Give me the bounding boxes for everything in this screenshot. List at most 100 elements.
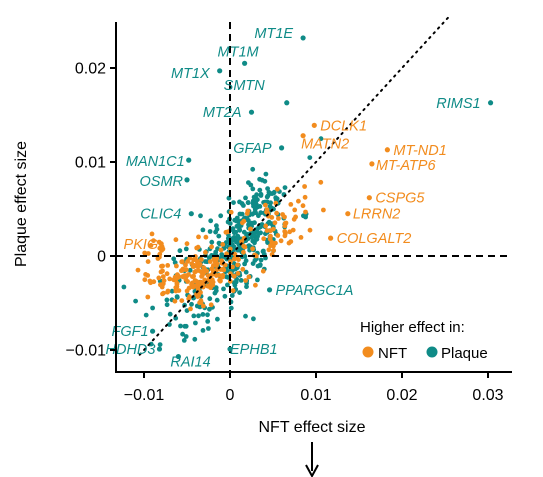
data-point — [158, 269, 164, 275]
gene-point — [311, 122, 317, 128]
data-point — [196, 282, 202, 288]
data-point — [302, 194, 308, 200]
data-point — [183, 267, 189, 273]
gene-label: GFAP — [233, 141, 272, 157]
data-point — [223, 240, 229, 245]
gene-label: SMTN — [224, 78, 266, 94]
data-point — [255, 277, 260, 283]
data-point — [176, 288, 182, 293]
data-point — [271, 189, 277, 195]
data-point — [151, 238, 156, 244]
data-point — [207, 259, 213, 264]
data-point — [282, 229, 288, 234]
data-point — [271, 248, 276, 253]
gene-point — [284, 100, 290, 106]
x-tick-label: 0 — [226, 387, 235, 404]
data-point — [228, 305, 234, 311]
x-axis-title: NFT effect size — [259, 419, 366, 436]
data-point — [265, 186, 270, 192]
data-point — [243, 313, 248, 319]
gene-label: MT-ATP6 — [376, 158, 437, 174]
legend-plaque-label: Plaque — [441, 345, 488, 362]
data-point — [172, 298, 178, 304]
data-point — [298, 235, 304, 240]
data-point — [243, 269, 249, 275]
data-point — [242, 244, 248, 250]
data-point — [282, 214, 287, 220]
data-point — [282, 223, 288, 229]
data-point — [245, 208, 251, 214]
data-point — [151, 279, 157, 285]
data-point — [181, 338, 187, 343]
data-point — [203, 259, 208, 264]
data-point — [212, 259, 218, 265]
data-point — [257, 263, 263, 268]
data-point — [169, 288, 175, 294]
gene-label: RAI14 — [170, 355, 210, 371]
data-point — [192, 269, 198, 275]
data-point — [145, 273, 151, 278]
data-point — [282, 185, 288, 191]
data-point — [145, 251, 151, 256]
data-point — [197, 261, 203, 267]
data-point — [274, 210, 279, 216]
gene-point — [248, 109, 255, 115]
legend-nft-label: NFT — [378, 345, 407, 362]
data-point — [231, 200, 236, 206]
y-tick-label: 0 — [97, 249, 106, 266]
axes: −0.01 0 0.01 0.02 0.03 −0.01 0 0.01 0.02 — [66, 22, 512, 404]
data-point — [161, 278, 167, 283]
data-point — [205, 312, 210, 318]
data-point — [242, 261, 248, 267]
y-tick-label: 0.01 — [75, 155, 106, 172]
data-point — [239, 239, 245, 245]
data-point — [265, 210, 271, 216]
identity-dotted-line — [138, 15, 451, 356]
data-point — [240, 266, 246, 272]
data-point — [254, 236, 260, 242]
data-point — [164, 297, 170, 303]
data-point — [263, 202, 268, 208]
data-point — [171, 256, 177, 262]
data-point — [174, 284, 180, 289]
data-point — [246, 274, 252, 280]
data-point — [198, 290, 203, 295]
data-point — [244, 284, 249, 290]
data-point — [257, 187, 263, 193]
gene-label: FGF1 — [112, 324, 149, 340]
data-point — [214, 297, 220, 303]
data-point — [257, 204, 263, 209]
data-point — [179, 298, 185, 303]
data-point — [291, 216, 297, 222]
legend-nft-swatch — [362, 346, 374, 358]
data-point — [167, 322, 172, 327]
data-point — [246, 222, 251, 228]
data-point — [218, 213, 224, 219]
data-point — [179, 268, 184, 274]
data-point — [167, 276, 173, 282]
data-point — [165, 289, 170, 295]
data-point — [147, 278, 153, 284]
x-ticks: −0.01 0 0.01 0.02 0.03 — [124, 372, 504, 404]
data-point — [156, 275, 162, 281]
data-point — [190, 264, 196, 269]
gene-label: MT2A — [203, 105, 242, 121]
gene-label: PPARGC1A — [276, 283, 354, 299]
data-point — [231, 273, 237, 279]
data-point — [228, 209, 234, 215]
data-point — [302, 184, 307, 189]
data-point — [225, 282, 230, 288]
gene-point — [227, 346, 233, 352]
data-point — [248, 182, 254, 188]
data-point — [250, 246, 256, 252]
data-point — [210, 282, 216, 288]
gene-label: EPHB1 — [230, 342, 278, 358]
data-point — [214, 223, 219, 229]
data-point — [288, 239, 294, 245]
data-point — [230, 288, 236, 293]
data-point — [160, 263, 166, 269]
x-tick-label: 0.02 — [386, 387, 417, 404]
data-point — [216, 233, 222, 239]
data-point — [235, 271, 241, 276]
y-tick-label: 0.02 — [75, 61, 106, 78]
